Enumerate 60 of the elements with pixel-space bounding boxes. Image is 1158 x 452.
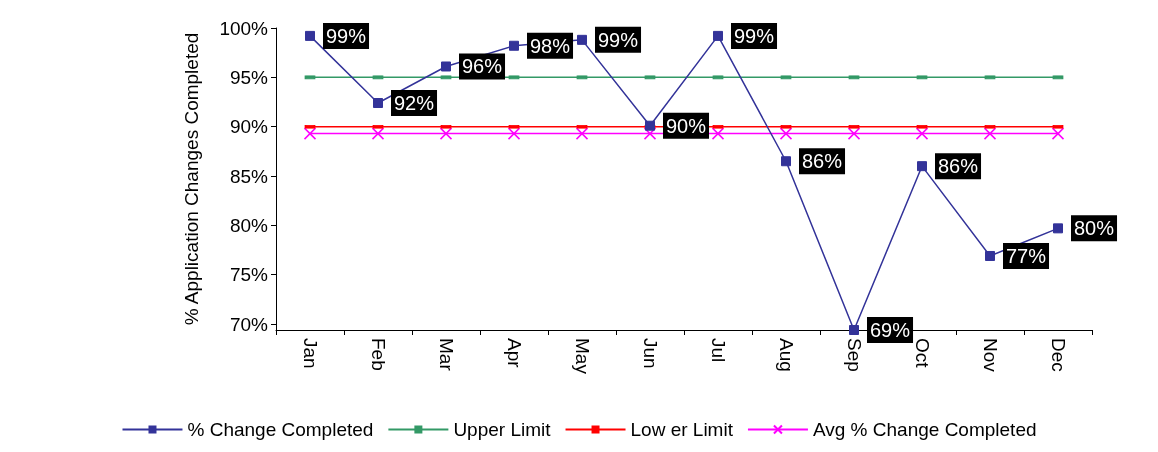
- y-tick-label: 80%: [229, 214, 269, 236]
- data-label: 92%: [394, 92, 435, 115]
- x-tick-label: Mar: [435, 338, 457, 372]
- point: [1051, 127, 1065, 140]
- data-label: 99%: [734, 24, 775, 47]
- legend-label: Avg % Change Completed: [812, 419, 1037, 440]
- x-tick-label: Jan: [299, 338, 321, 369]
- point: [373, 98, 383, 109]
- point: [847, 127, 861, 140]
- data-label: 69%: [870, 319, 911, 341]
- point: [985, 250, 995, 261]
- point: [711, 127, 725, 140]
- x-tick-label: Oct: [911, 338, 933, 369]
- point: [441, 61, 451, 72]
- point: [643, 127, 657, 140]
- data-label: 80%: [1074, 217, 1115, 240]
- y-tick-label: 95%: [229, 66, 269, 88]
- data-label: 86%: [938, 155, 979, 178]
- legend-label: Upper Limit: [453, 419, 552, 440]
- x-tick-label: Nov: [979, 338, 1001, 373]
- point: [577, 34, 587, 45]
- point: [983, 127, 997, 140]
- y-tick-label: 70%: [229, 313, 269, 335]
- data-label: 90%: [666, 114, 707, 137]
- point: [371, 127, 385, 140]
- legend-label: Low er Limit: [630, 419, 734, 440]
- data-label: 99%: [326, 24, 367, 47]
- y-axis-title: % Application Changes Completed: [181, 32, 202, 326]
- point: [1053, 223, 1063, 234]
- y-tick-label: 85%: [229, 165, 269, 187]
- x-tick-label: Feb: [367, 338, 389, 371]
- x-tick-label: Jul: [707, 338, 729, 363]
- data-label: 98%: [530, 34, 571, 57]
- data-label: 99%: [598, 28, 639, 51]
- point: [507, 127, 521, 140]
- y-tick-label: 100%: [219, 17, 269, 39]
- point: [645, 120, 655, 131]
- point: [439, 127, 453, 140]
- data-label: 77%: [1006, 244, 1047, 267]
- legend-label: % Change Completed: [187, 419, 374, 440]
- x-tick-label: Dec: [1047, 338, 1069, 372]
- x-tick-label: Apr: [503, 338, 525, 369]
- point: [305, 30, 315, 41]
- x-tick-label: Sep: [843, 338, 865, 372]
- point: [303, 127, 317, 140]
- point: [713, 30, 723, 41]
- point: [509, 40, 519, 51]
- point: [849, 325, 859, 335]
- x-tick-label: Jun: [639, 338, 661, 369]
- point: [779, 127, 793, 140]
- x-tick-label: May: [571, 338, 593, 375]
- x-tick-label: Aug: [775, 338, 797, 372]
- data-label: 86%: [802, 150, 843, 173]
- point: [915, 127, 929, 140]
- data-label: 96%: [462, 55, 503, 78]
- point: [781, 156, 791, 167]
- y-tick-label: 75%: [229, 264, 269, 286]
- point: [917, 161, 927, 172]
- point: [575, 127, 589, 140]
- y-tick-label: 90%: [229, 116, 269, 138]
